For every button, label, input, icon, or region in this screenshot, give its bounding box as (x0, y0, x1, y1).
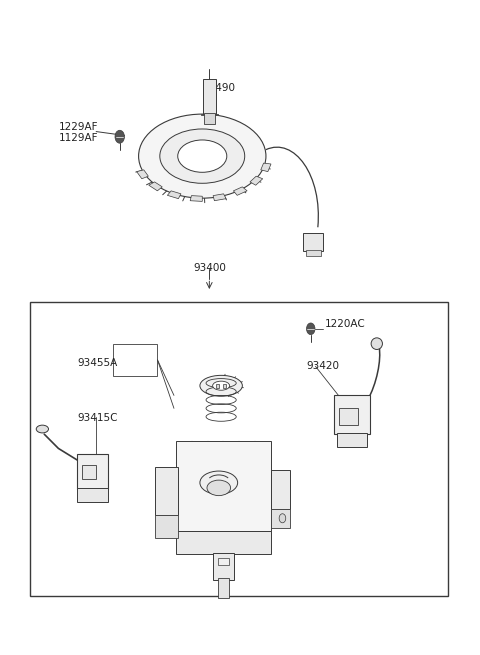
Ellipse shape (36, 425, 48, 433)
Bar (155, 515, 178, 538)
Bar (30, 302, 447, 596)
Text: 93490: 93490 (202, 83, 235, 93)
Ellipse shape (213, 381, 229, 390)
Polygon shape (137, 170, 148, 179)
Ellipse shape (200, 375, 242, 396)
Ellipse shape (178, 140, 227, 172)
Ellipse shape (200, 471, 238, 495)
Bar (176, 531, 271, 554)
Bar (213, 553, 234, 580)
Bar (77, 488, 108, 502)
Bar (77, 454, 108, 489)
Polygon shape (261, 163, 271, 172)
Bar (303, 233, 324, 252)
Text: 93415C: 93415C (77, 413, 118, 423)
Text: 93420: 93420 (306, 362, 339, 371)
Polygon shape (190, 196, 202, 201)
Polygon shape (233, 187, 247, 195)
Bar (216, 384, 219, 388)
Ellipse shape (207, 480, 230, 496)
Bar (335, 396, 370, 434)
Bar (218, 578, 229, 598)
Bar (204, 113, 215, 124)
Circle shape (115, 130, 124, 143)
Bar (176, 441, 271, 531)
Circle shape (279, 514, 286, 523)
Polygon shape (168, 191, 181, 198)
Ellipse shape (139, 114, 266, 198)
Bar (203, 79, 216, 114)
Bar (339, 408, 358, 424)
Bar (113, 344, 157, 376)
Bar (271, 470, 289, 508)
Text: 1220AC: 1220AC (325, 319, 366, 329)
Text: 1129AF: 1129AF (59, 133, 98, 143)
Polygon shape (149, 182, 162, 191)
Bar (223, 384, 226, 388)
Bar (271, 508, 289, 528)
Circle shape (307, 323, 315, 335)
Text: 1229AF: 1229AF (59, 122, 98, 132)
Ellipse shape (371, 338, 383, 350)
Polygon shape (213, 194, 226, 200)
Bar (306, 250, 321, 256)
Ellipse shape (160, 129, 245, 183)
Bar (336, 433, 367, 447)
Polygon shape (250, 176, 263, 185)
Text: 93455A: 93455A (77, 358, 118, 368)
Bar (218, 557, 229, 565)
Bar (82, 465, 96, 479)
Bar (201, 114, 218, 115)
Bar (155, 466, 178, 515)
Text: 93400: 93400 (193, 263, 226, 273)
